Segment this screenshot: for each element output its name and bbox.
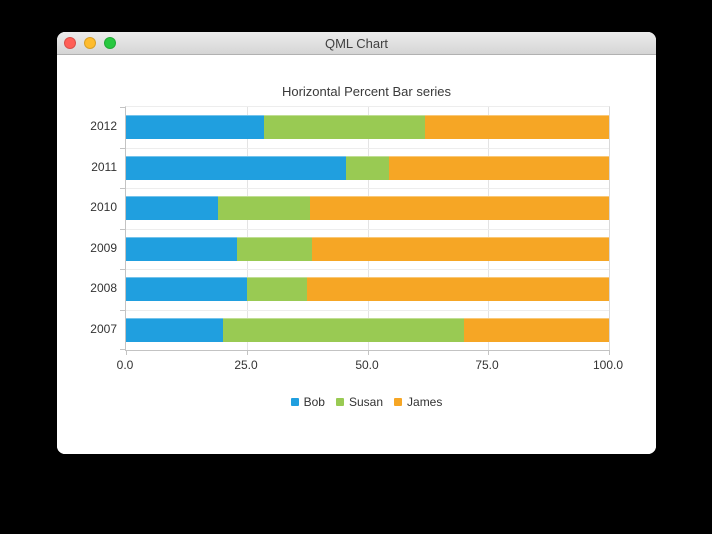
window-titlebar[interactable]: QML Chart — [57, 32, 656, 55]
y-axis-label: 2007 — [90, 321, 117, 336]
grid-line-horizontal — [126, 310, 609, 311]
y-axis-label: 2009 — [90, 240, 117, 255]
bar-segment-james-2007 — [464, 317, 609, 342]
bar-segment-james-2009 — [311, 236, 609, 261]
bar-segment-susan-2007 — [222, 317, 465, 342]
bar-segment-james-2011 — [389, 155, 609, 180]
bar-segment-bob-2012 — [126, 115, 264, 140]
x-axis-label: 25.0 — [234, 358, 258, 372]
bar-segment-bob-2010 — [126, 196, 218, 221]
legend-label: Bob — [303, 395, 325, 409]
y-axis-label: 2012 — [90, 119, 117, 134]
y-axis-tick — [120, 349, 125, 350]
y-axis-tick — [120, 310, 125, 311]
bar-segment-susan-2011 — [345, 155, 390, 180]
chart-view: Horizontal Percent Bar series Bob Susan Ja… — [57, 55, 656, 454]
app-window: QML Chart Horizontal Percent Bar series … — [57, 32, 656, 454]
x-axis-tick — [247, 350, 248, 355]
x-axis-label: 100.0 — [592, 358, 624, 372]
x-axis-tick — [126, 350, 127, 355]
x-axis-tick — [609, 350, 610, 355]
bar-segment-bob-2009 — [126, 236, 238, 261]
grid-line-vertical — [247, 107, 248, 350]
x-axis-label: 0.0 — [116, 358, 134, 372]
bar-segment-susan-2009 — [237, 236, 312, 261]
y-axis-tick — [120, 269, 125, 270]
x-axis-label: 75.0 — [475, 358, 499, 372]
x-axis-label: 50.0 — [355, 358, 379, 372]
traffic-lights — [64, 37, 116, 49]
legend-item-james: James — [394, 395, 442, 409]
y-axis-label: 2008 — [90, 281, 117, 296]
y-axis-tick — [120, 107, 125, 108]
bar-segment-james-2010 — [310, 196, 609, 221]
legend-marker-icon — [290, 398, 299, 406]
bar-segment-james-2008 — [307, 277, 609, 302]
x-axis-tick — [368, 350, 369, 355]
grid-line-vertical — [368, 107, 369, 350]
chart-legend: Bob Susan James — [125, 394, 608, 410]
grid-line-horizontal — [126, 269, 609, 270]
bar-segment-james-2012 — [425, 115, 609, 140]
bar-segment-susan-2008 — [246, 277, 308, 302]
y-axis-tick — [120, 229, 125, 230]
x-axis-tick — [488, 350, 489, 355]
chart-title: Horizontal Percent Bar series — [281, 84, 452, 99]
legend-label: Susan — [348, 395, 384, 409]
zoom-button[interactable] — [104, 37, 116, 49]
bar-segment-bob-2008 — [126, 277, 247, 302]
grid-line-vertical — [488, 107, 489, 350]
legend-label: James — [407, 395, 443, 409]
y-axis-label: 2010 — [90, 200, 117, 215]
bar-segment-susan-2012 — [264, 115, 425, 140]
grid-line-horizontal — [126, 148, 609, 149]
legend-marker-icon — [335, 398, 344, 406]
y-axis-tick — [120, 148, 125, 149]
bar-segment-susan-2010 — [218, 196, 310, 221]
plot-area — [120, 106, 610, 355]
minimize-button[interactable] — [84, 37, 96, 49]
window-title: QML Chart — [324, 35, 389, 51]
grid-line-horizontal — [126, 188, 609, 189]
close-button[interactable] — [64, 37, 76, 49]
legend-item-susan: Susan — [335, 395, 384, 409]
y-axis-label: 2011 — [91, 159, 117, 174]
bar-segment-bob-2011 — [126, 155, 346, 180]
bar-segment-bob-2007 — [126, 317, 223, 342]
grid-line-horizontal — [126, 229, 609, 230]
legend-marker-icon — [394, 398, 403, 406]
y-axis-tick — [120, 188, 125, 189]
legend-item-bob: Bob — [290, 395, 325, 409]
